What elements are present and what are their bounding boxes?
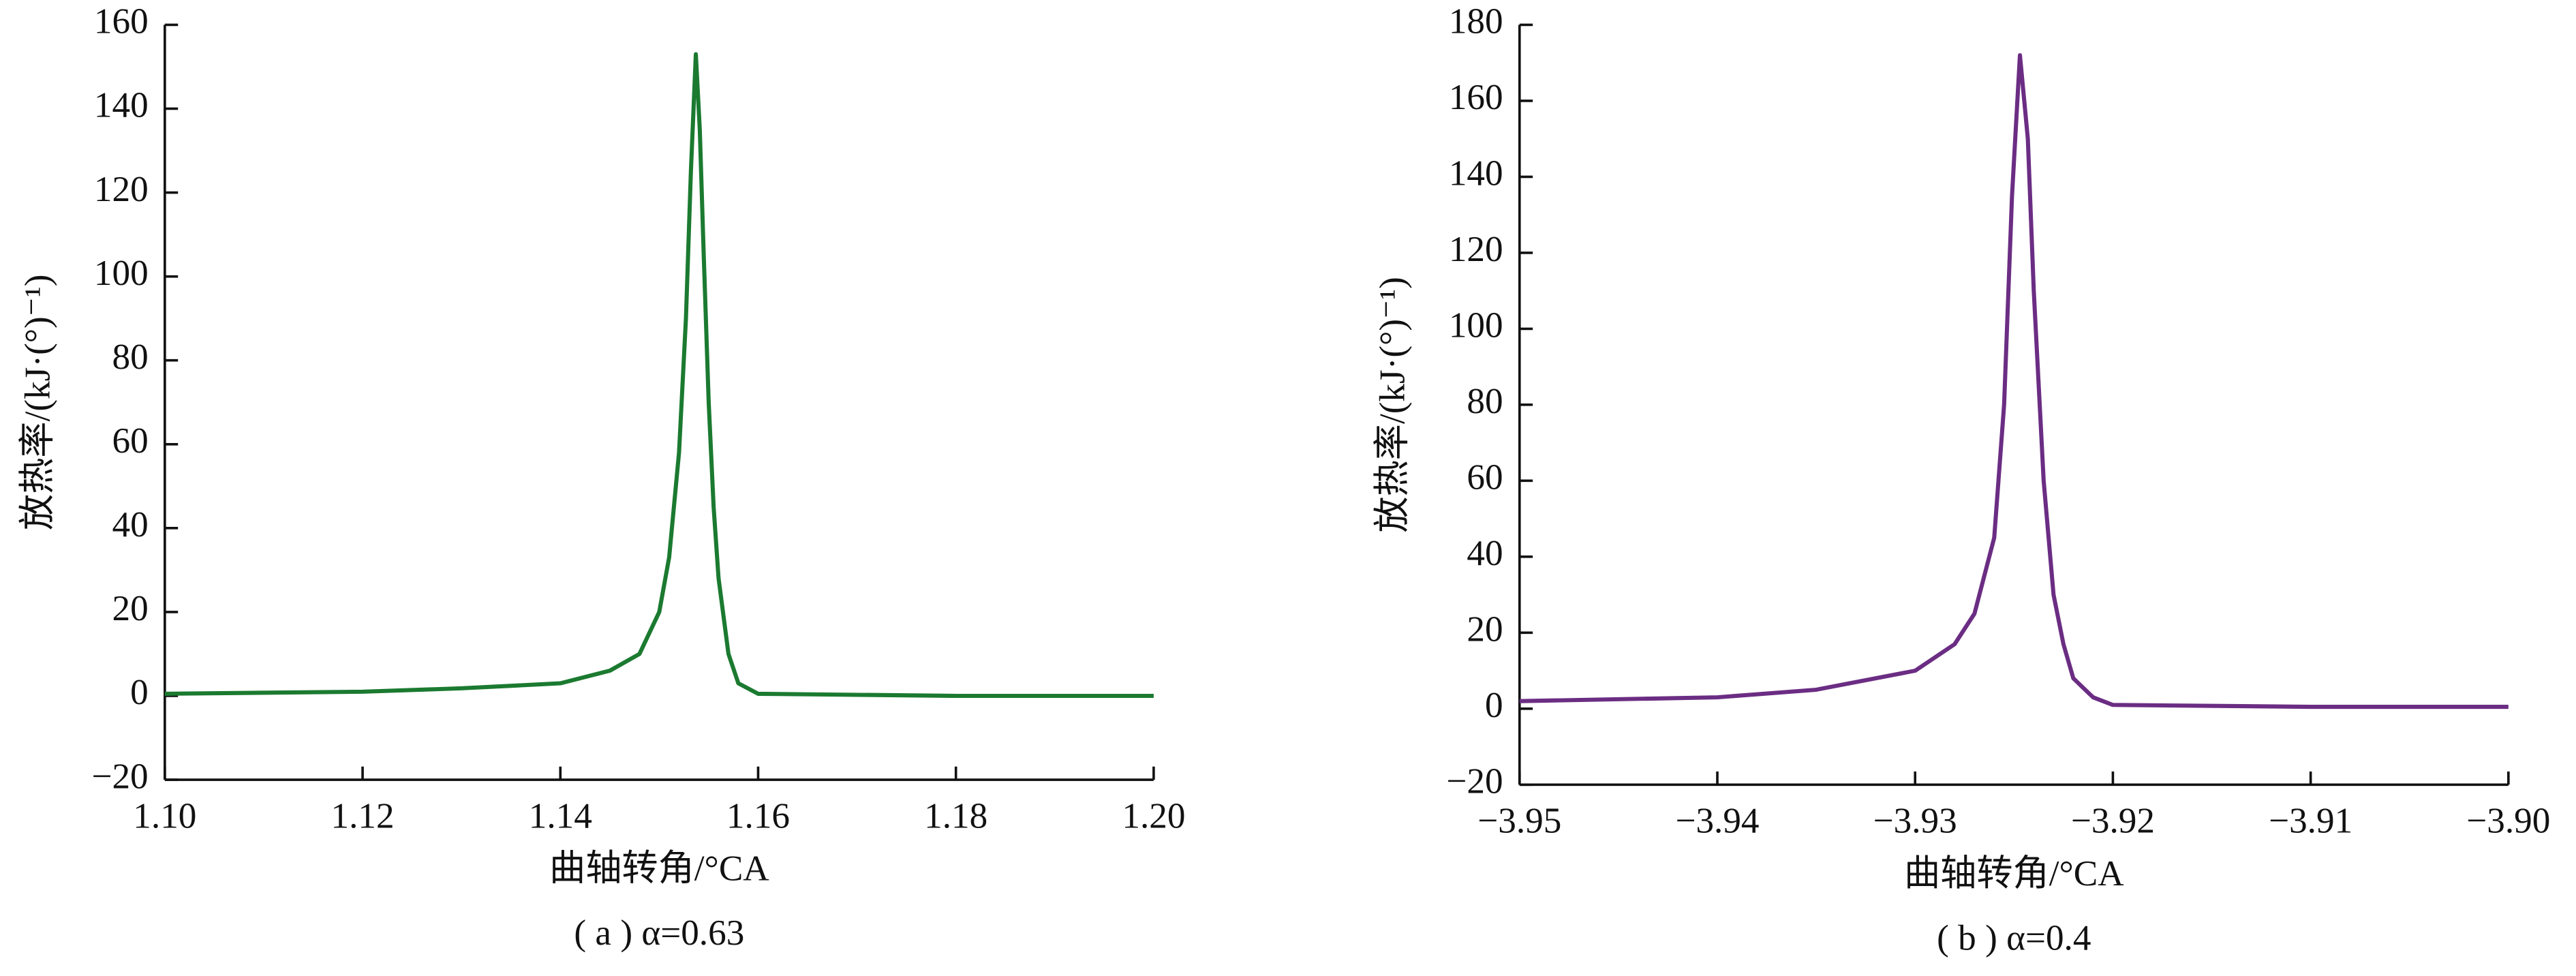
x-tick-label: 1.16 [726,795,790,836]
x-tick-label: 1.12 [331,795,395,836]
y-tick-label: 120 [94,169,149,209]
x-tick-label: −3.90 [2466,801,2550,841]
x-axis-label: 曲轴转角/°CA [1904,853,2124,894]
y-tick-label: 60 [1467,457,1503,498]
y-tick-label: 80 [112,337,148,377]
x-tick-label: −3.94 [1675,801,1759,841]
y-tick-label: 120 [1449,229,1503,269]
y-tick-label: 80 [1467,381,1503,421]
y-tick-label: 180 [1449,1,1503,42]
y-tick-label: 20 [1467,609,1503,650]
y-tick-label: 60 [112,421,148,461]
x-tick-label: 1.10 [133,795,196,836]
x-tick-label: −3.95 [1477,801,1561,841]
y-tick-label: 40 [1467,533,1503,573]
y-tick-label: 20 [112,588,148,628]
y-tick-label: 0 [130,672,149,712]
y-tick-label: 100 [1449,305,1503,346]
x-tick-label: −3.93 [1873,801,1957,841]
y-tick-label: −20 [1446,761,1503,802]
y-tick-label: 140 [1449,153,1503,194]
y-tick-label: 0 [1485,685,1503,725]
y-tick-label: 140 [94,85,149,125]
caption: ( b ) α=0.4 [1937,917,2091,958]
x-tick-label: −3.91 [2269,801,2352,841]
line [164,52,1154,699]
y-axis-label: 放热率/(kJ·(°)⁻¹) [1373,277,1413,532]
x-tick-label: −3.92 [2071,801,2155,841]
x-axis-label: 曲轴转角/°CA [549,849,769,889]
y-tick-label: 100 [94,253,149,293]
y-axis-label: 放热率/(kJ·(°)⁻¹) [18,274,58,530]
y-tick-label: 40 [112,504,148,545]
y-tick-label: 160 [1449,77,1503,117]
x-tick-label: 1.14 [529,795,592,836]
y-tick-label: 160 [94,1,149,42]
caption: ( a ) α=0.63 [574,913,744,953]
line [1519,52,2509,710]
y-tick-label: −20 [91,756,148,796]
x-tick-label: 1.18 [924,795,987,836]
x-tick-label: 1.20 [1122,795,1185,836]
